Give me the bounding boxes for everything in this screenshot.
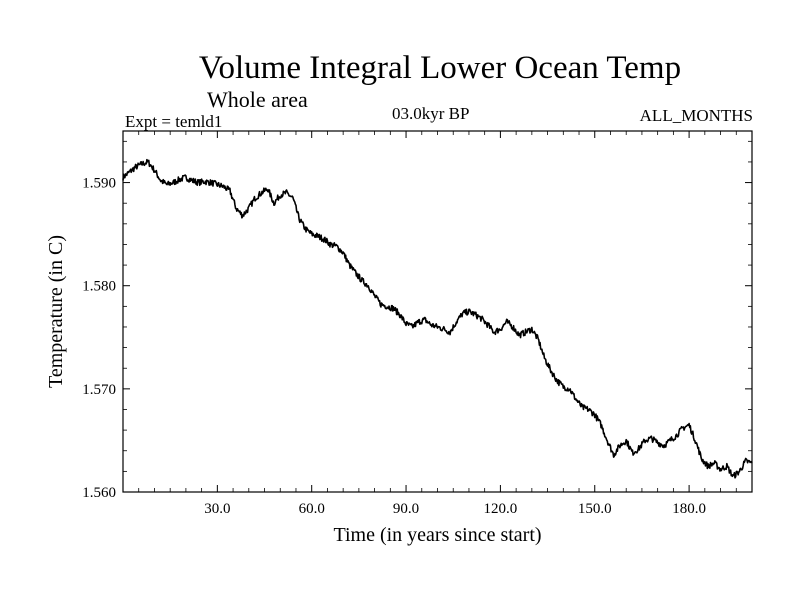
x-tick-label: 60.0 — [299, 501, 325, 517]
x-tick-label: 120.0 — [484, 501, 518, 517]
temperature-series-line — [122, 158, 753, 479]
experiment-label: Expt = temld1 — [125, 112, 223, 131]
y-tick-label: 1.580 — [82, 279, 116, 295]
y-tick-label: 1.590 — [82, 176, 116, 192]
months-label: ALL_MONTHS — [639, 106, 753, 125]
chart-subtitle: Whole area — [207, 87, 308, 112]
y-tick-label: 1.560 — [82, 485, 116, 501]
axis-tick-labels: 30.0 60.0 90.0 120.0 150.0 180.0 1.560 1.570 1.5… — [82, 176, 706, 517]
x-tick-label: 180.0 — [672, 501, 706, 517]
x-tick-label: 90.0 — [393, 501, 419, 517]
x-axis-label: Time (in years since start) — [333, 524, 541, 546]
y-axis-label: Temperature (in C) — [45, 235, 67, 388]
axis-ticks — [123, 131, 753, 493]
time-period-label: 03.0kyr BP — [392, 104, 470, 123]
x-tick-label: 30.0 — [204, 501, 230, 517]
x-tick-label: 150.0 — [578, 501, 612, 517]
plot-frame — [122, 130, 753, 493]
chart-title: Volume Integral Lower Ocean Temp — [198, 50, 682, 86]
y-tick-label: 1.570 — [82, 382, 116, 398]
